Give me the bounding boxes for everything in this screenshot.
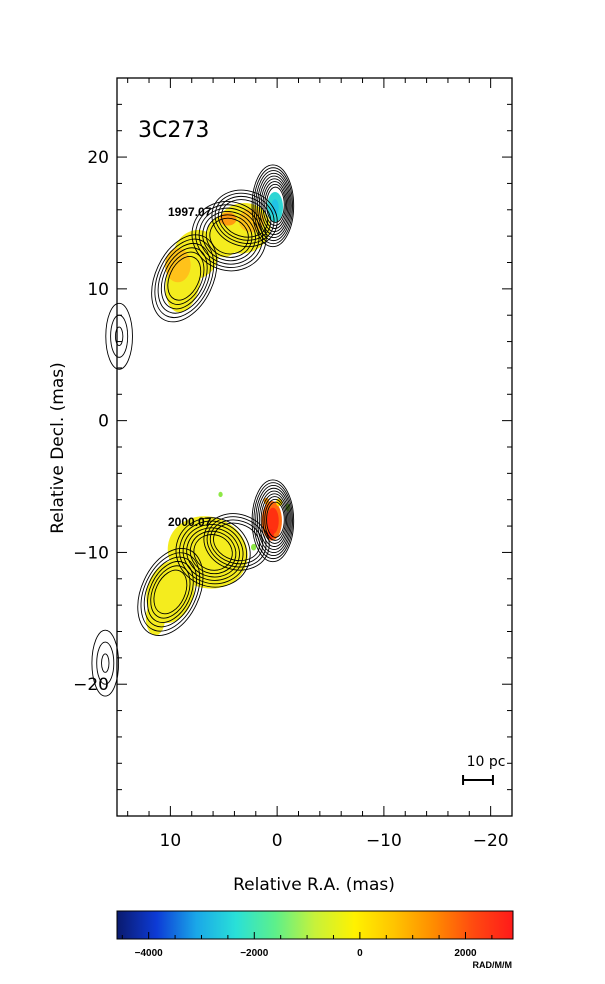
jet-contour — [217, 195, 272, 241]
x-tick-label: 10 — [160, 831, 182, 851]
jet-contour — [175, 517, 251, 588]
core-contour — [262, 496, 288, 544]
colorbar — [116, 910, 514, 940]
y-tick-label: −20 — [73, 675, 109, 695]
jet-contour — [191, 201, 267, 272]
jet-contour — [157, 243, 211, 314]
jet-contour — [167, 256, 202, 301]
core-contour — [260, 493, 289, 547]
jet-contour — [211, 189, 278, 248]
jet-contour — [154, 238, 215, 318]
jet-contour — [195, 204, 264, 268]
jet-contour — [209, 217, 249, 255]
jet-contour — [221, 199, 269, 238]
jet-contour — [186, 527, 240, 578]
y-axis-label: Relative Decl. (mas) — [48, 362, 68, 534]
jet-contour — [202, 211, 256, 262]
core-contour — [264, 498, 286, 541]
jet-contour — [205, 214, 253, 258]
jet-contour — [203, 513, 270, 571]
rm-region — [218, 491, 223, 498]
rm-region — [165, 248, 191, 283]
isolated-contour — [91, 629, 120, 697]
core-contour — [255, 170, 292, 242]
colorbar-tick-label: 2000 — [454, 948, 477, 959]
isolated-contour — [110, 314, 129, 358]
core-contour — [264, 183, 286, 226]
rm-region — [263, 497, 270, 505]
x-axis-label: Relative R.A. (mas) — [233, 875, 395, 895]
axis-tick-labels: 10 0 −10 −20 20 10 0 −10 −20 — [73, 148, 508, 851]
plot-title: 3C273 — [138, 118, 209, 143]
jet-contour — [147, 561, 194, 623]
colorbar-tick-label: −4000 — [135, 948, 164, 959]
x-tick-label: −20 — [473, 831, 509, 851]
jet-contour — [198, 207, 260, 265]
rm-colour-overlay — [145, 191, 290, 636]
core-contour — [251, 479, 295, 563]
jet-contour — [206, 516, 267, 568]
jet-contour — [182, 524, 244, 581]
core-contour — [266, 186, 285, 223]
x-tick-label: 0 — [272, 831, 283, 851]
intensity-contours — [91, 164, 295, 697]
jet-contour — [151, 234, 218, 323]
axis-ticks — [117, 77, 513, 817]
core-contour — [253, 167, 293, 245]
y-tick-label: 0 — [98, 412, 109, 432]
x-tick-label: −10 — [366, 831, 402, 851]
plot-frame — [116, 77, 513, 817]
jet-contour — [143, 556, 197, 628]
isolated-contour — [101, 653, 110, 673]
isolated-contour — [96, 641, 115, 685]
core-contour — [266, 501, 285, 538]
core-contour — [258, 490, 290, 550]
jet-contour — [153, 569, 188, 615]
jet-contour — [209, 519, 264, 565]
jet-contour — [150, 565, 191, 619]
jet-contour — [213, 522, 261, 562]
jet-contour — [214, 192, 275, 244]
epoch-label-1: 1997.07 — [168, 205, 212, 219]
colorbar-tick-label: 0 — [357, 948, 363, 959]
colorbar-ticks: −4000 −2000 0 2000 — [121, 932, 493, 959]
jet-contour — [164, 251, 205, 305]
rm-region — [271, 199, 279, 216]
isolated-contour — [105, 302, 133, 370]
scale-bar-label: 10 pc — [467, 754, 506, 770]
core-contour — [253, 482, 293, 560]
isolated-contour — [114, 326, 124, 346]
core-contour — [251, 164, 295, 248]
core-contour — [257, 172, 291, 239]
core-contour — [257, 487, 291, 554]
rm-region — [250, 543, 257, 551]
rm-region — [266, 507, 279, 534]
colorbar-unit-label: RAD/M/M — [473, 960, 513, 970]
y-tick-label: 10 — [87, 280, 109, 300]
scale-bar: 10 pc — [462, 754, 506, 785]
epoch-label-2: 2000.07 — [168, 515, 212, 529]
jet-contour — [179, 520, 247, 585]
y-tick-label: 20 — [87, 148, 109, 168]
colorbar-tick-label: −2000 — [240, 948, 269, 959]
y-tick-label: −10 — [73, 543, 109, 563]
jet-contour — [140, 552, 201, 632]
jet-contour — [160, 247, 208, 310]
